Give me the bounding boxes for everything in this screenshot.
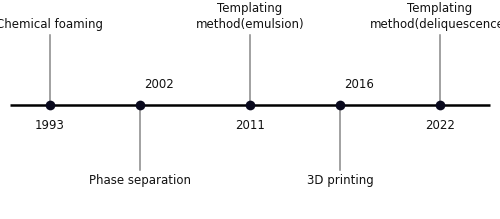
Text: Templating
method(emulsion): Templating method(emulsion) (196, 2, 304, 31)
Text: 1993: 1993 (35, 119, 65, 132)
Text: 2011: 2011 (235, 119, 265, 132)
Text: 2016: 2016 (344, 78, 374, 91)
Text: 3D printing: 3D printing (306, 174, 374, 187)
Text: Phase separation: Phase separation (89, 174, 191, 187)
Text: Templating
method(deliquescence): Templating method(deliquescence) (370, 2, 500, 31)
Text: Chemical foaming: Chemical foaming (0, 18, 104, 31)
Text: 2022: 2022 (425, 119, 455, 132)
Text: 2002: 2002 (144, 78, 174, 91)
